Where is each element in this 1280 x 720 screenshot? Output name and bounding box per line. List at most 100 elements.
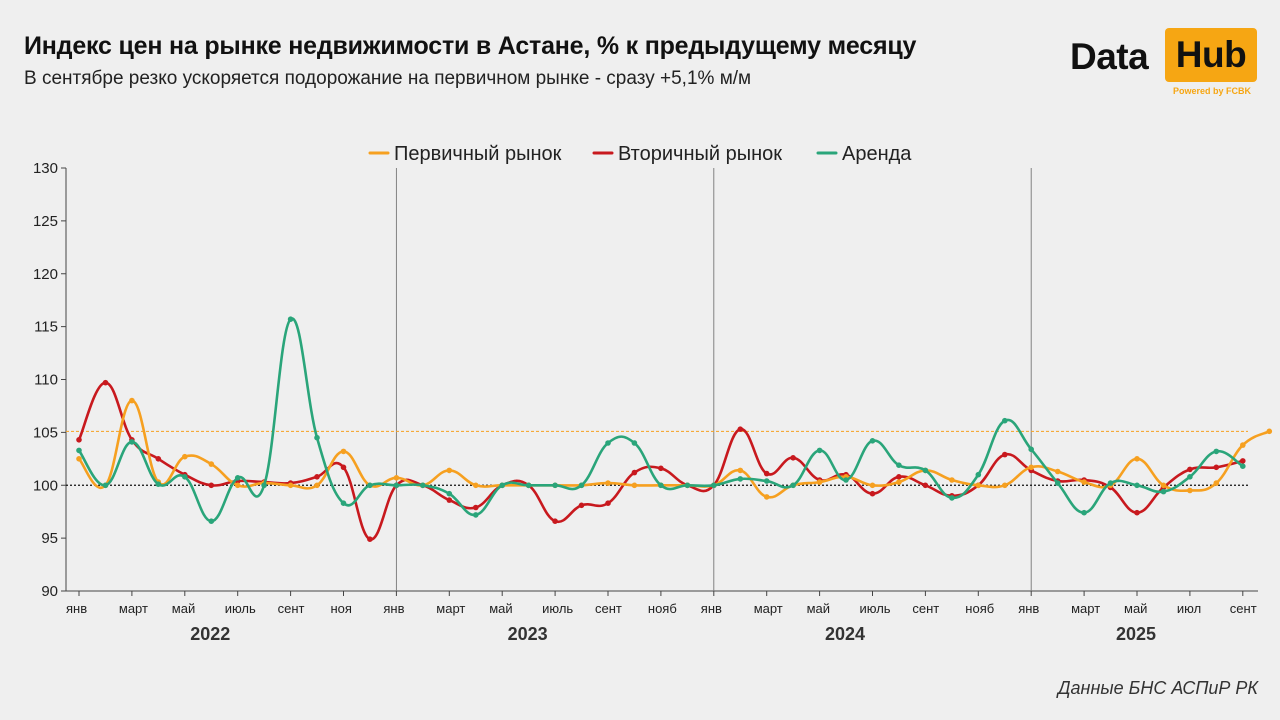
series-0-point [314,482,320,489]
year-label: 2024 [825,624,865,644]
series-0-point [1240,442,1246,448]
series-1-point [102,379,109,386]
series-0-point [1134,456,1140,462]
data-source: Данные БНС АСПиР РК [1057,678,1258,698]
series-2-point [1134,482,1140,489]
series-0-point [816,479,823,485]
series-2-point [1240,463,1246,470]
series-2-point [975,471,982,478]
x-tick-label: сент [912,601,939,616]
series-2-point [949,495,955,501]
x-tick-label: март [436,601,465,616]
series-0-line [77,399,1271,499]
x-tick-label: ноя [331,601,352,616]
series-2-point [287,316,294,323]
x-tick-label: июль [860,601,891,616]
series-1-point [869,490,876,497]
x-tick-label: май [807,601,830,616]
x-tick-label: янв [1018,601,1039,616]
series-2-point [922,467,929,474]
series-0-point [1160,482,1167,489]
series-2-point [1187,474,1193,480]
series-2-point [208,518,215,524]
series-2-point [367,482,373,489]
y-tick-label: 100 [33,477,58,494]
series-1-point [896,474,902,480]
y-tick-label: 90 [41,583,58,600]
logo-powered-text: Powered by FCBK [1172,86,1251,96]
datahub-logo: Data Hub Powered by FCBK [1068,28,1260,100]
y-tick-label: 95 [41,530,58,547]
series-2-point [552,482,558,489]
series-1-point [340,464,347,471]
year-label: 2023 [508,624,548,644]
series-1-point [473,504,479,511]
series-0-point [76,456,82,462]
series-0-point [949,477,955,483]
series-2-point [1002,417,1008,424]
series-2-point [1028,446,1034,453]
series-1-point [1240,458,1246,464]
series-0-point [896,479,902,485]
x-tick-label: май [489,601,512,616]
series-1-point [367,536,373,542]
series-0-point [473,482,479,489]
y-tick-label: 120 [33,266,58,283]
series-1-point [605,500,611,507]
series-2-point [763,478,770,484]
series-2-point [340,500,347,507]
y-tick-label: 125 [33,213,58,230]
legend-label: Вторичный рынок [618,143,782,165]
series-2-point [76,447,82,454]
series-2-point [473,512,479,518]
series-0-point [975,482,982,489]
series-0-point [1081,479,1087,485]
series-1-line [77,381,1245,541]
series-2-point [129,439,135,445]
series-2-point [869,438,876,444]
series-0-point [1187,487,1193,494]
series-0-point [737,467,744,474]
y-tick-label: 115 [34,319,58,336]
x-tick-label: июль [225,601,256,616]
series-2-point [790,482,796,489]
series-2-point [658,482,664,489]
series-2-point [631,440,638,446]
series-2-point [1213,448,1220,455]
logo-hub-badge: Hub [1165,28,1257,82]
x-tick-label: нояб [965,601,994,616]
series-1-point [1134,509,1140,516]
series-1-point [578,502,585,509]
x-tick-label: март [1071,601,1100,616]
x-tick-label: сент [1230,601,1257,616]
series-0-point [869,482,876,489]
x-tick-label: июль [542,601,573,616]
series-2-point [1160,488,1167,495]
year-label: 2022 [190,624,230,644]
series-2-point [1107,480,1114,486]
series-2-point [314,434,320,441]
x-tick-label: июл [1177,601,1201,616]
series-2-point [605,440,611,446]
x-tick-label: нояб [648,601,677,616]
legend-label: Аренда [842,143,912,165]
series-1-point [763,470,770,477]
series-0-point [1002,482,1008,489]
series-1-point [552,518,558,524]
series-2-point [393,482,400,489]
series-1-point [446,497,453,503]
series-0-point [1028,464,1034,471]
chart-title: Индекс цен на рынке недвижимости в Астан… [24,32,917,60]
series-1-point [737,426,744,433]
legend-label: Первичный рынок [394,143,562,165]
x-tick-label: март [119,601,148,616]
series-2-point [525,482,532,489]
series-0-point [446,467,453,474]
series-2-point [102,482,109,489]
series-1-point [76,437,82,443]
series-1-point [1002,451,1008,458]
year-label: 2025 [1116,624,1156,644]
series-2-point [578,482,585,489]
series-1-point [658,465,664,472]
